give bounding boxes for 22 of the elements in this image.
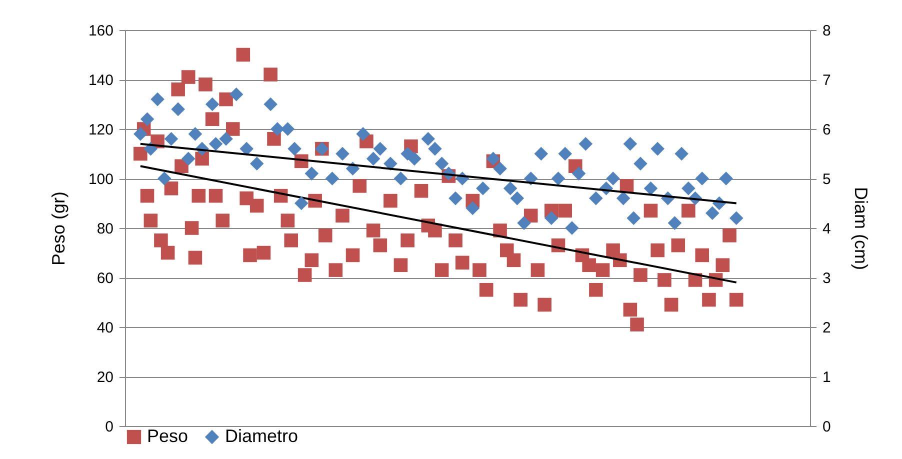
y2-axis-title: Diam (cm) [850, 187, 871, 270]
y2-tick-label: 8 [822, 22, 831, 40]
y2-tick-label: 5 [822, 171, 831, 188]
y-axis-title: Peso (gr) [48, 191, 68, 266]
y-tick-label: 80 [96, 220, 114, 238]
y2-tick-label: 2 [822, 320, 831, 336]
legend-label: Diametro [225, 426, 298, 446]
y2-tick-label: 1 [822, 369, 831, 386]
legend-label: Peso [147, 426, 188, 446]
y-tick-label: 120 [88, 122, 114, 138]
y-tick-label: 40 [96, 320, 114, 336]
y2-tick-label: 6 [822, 122, 831, 138]
y-tick-label: 160 [88, 22, 114, 40]
y2-tick-label: 7 [822, 72, 831, 89]
y-tick-label: 140 [88, 72, 114, 89]
y-tick-label: 100 [88, 171, 114, 188]
y-tick-label: 0 [105, 418, 114, 436]
y-tick-label: 20 [96, 369, 114, 386]
y2-tick-label: 0 [822, 418, 831, 436]
y-tick-label: 60 [96, 270, 114, 287]
y2-tick-label: 3 [822, 270, 831, 287]
y2-tick-label: 4 [822, 220, 831, 238]
